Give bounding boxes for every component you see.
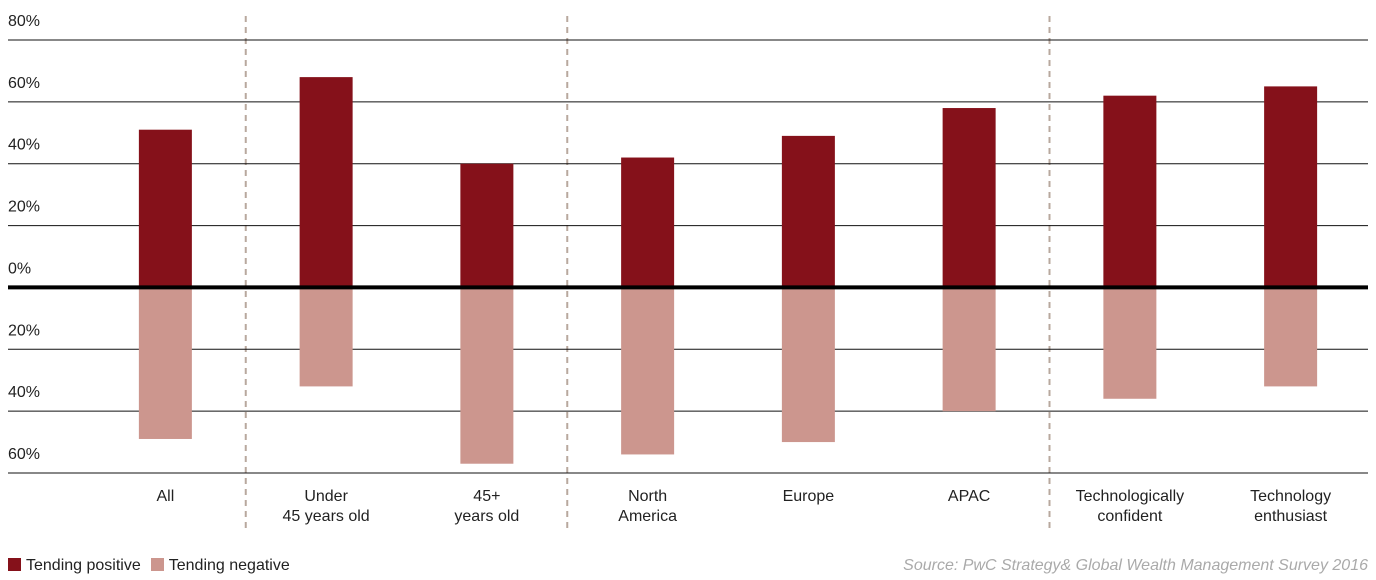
bar — [942, 108, 996, 288]
bar — [621, 287, 675, 455]
x-tick-label: 45+ years old — [454, 488, 520, 525]
legend-label: Tending negative — [168, 557, 290, 574]
y-tick-label: 0% — [8, 260, 31, 277]
y-tick-label: 40% — [8, 137, 40, 154]
bar — [299, 287, 353, 387]
bar — [460, 287, 514, 464]
x-tick-label: Technologically confident — [1075, 488, 1185, 525]
y-tick-label: 20% — [8, 322, 40, 339]
legend-swatch — [150, 558, 164, 571]
y-tick-label: 20% — [8, 199, 40, 216]
x-tick-label: Europe — [782, 488, 835, 505]
bar — [138, 129, 192, 288]
x-tick-label: Technology enthusiast — [1250, 488, 1332, 525]
y-tick-label: 60% — [8, 75, 40, 92]
legend-item: Tending negative — [150, 557, 290, 575]
legend: Tending positive Tending negative — [8, 557, 290, 575]
x-tick-label: All — [156, 488, 175, 505]
x-tick-label: Under 45 years old — [282, 488, 370, 525]
bar — [942, 287, 996, 412]
bar — [621, 157, 675, 288]
bar — [1103, 95, 1157, 288]
bar — [299, 77, 353, 288]
group-separators — [244, 16, 1051, 528]
legend-item: Tending positive — [8, 557, 141, 575]
x-tick-label: North America — [618, 488, 677, 525]
legend-swatch — [8, 558, 21, 571]
legend-label: Tending positive — [26, 557, 141, 574]
bar — [1103, 287, 1157, 399]
y-tick-label: 40% — [8, 384, 40, 401]
bar — [1264, 86, 1318, 288]
bar — [1264, 287, 1318, 387]
bar — [781, 287, 835, 443]
x-tick-label: APAC — [947, 488, 991, 505]
bar — [460, 163, 514, 288]
y-tick-label: 80% — [8, 13, 40, 30]
source: Source: PwC Strategy& Global Wealth Mana… — [903, 557, 1368, 574]
y-tick-label: 60% — [8, 446, 40, 463]
bar — [138, 287, 192, 439]
bar — [781, 135, 835, 288]
